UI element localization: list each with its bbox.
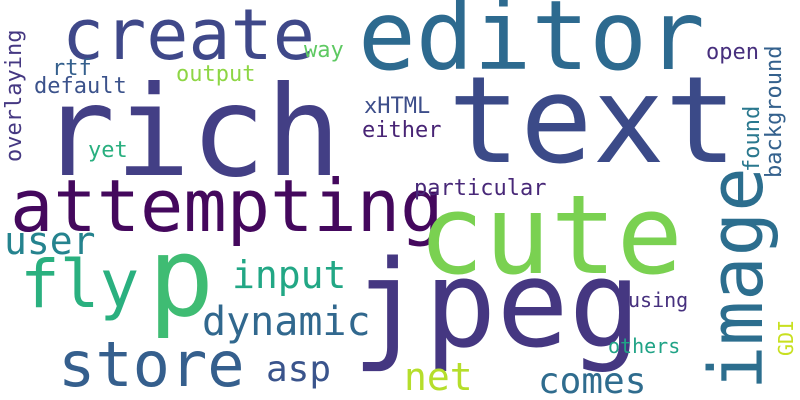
word-text: text — [448, 52, 737, 191]
word-store: store — [58, 328, 245, 400]
word-way: way — [304, 38, 344, 63]
word-rich: rich — [40, 60, 342, 205]
word-open: open — [706, 40, 759, 65]
word-xhtml: xHTML — [364, 94, 431, 119]
word-p: p — [148, 213, 215, 341]
word-particular: particular — [414, 176, 547, 201]
word-jpeg: jpeg — [352, 236, 641, 375]
word-gdi: GDI — [774, 319, 798, 356]
word-image: image — [694, 167, 780, 390]
word-overlaying: overlaying — [2, 29, 27, 162]
word-found: found — [740, 105, 765, 172]
word-attempting: attempting — [10, 164, 444, 248]
word-rtf: rtf — [52, 56, 92, 81]
word-asp: asp — [266, 349, 332, 390]
word-create: create — [62, 0, 315, 76]
word-comes: comes — [538, 361, 647, 400]
word-yet: yet — [88, 138, 128, 163]
word-background: background — [762, 45, 787, 178]
word-cute: cute — [418, 171, 683, 299]
word-either: either — [362, 118, 442, 143]
word-fly: fly — [20, 246, 140, 323]
word-default: default — [34, 74, 127, 99]
word-output: output — [176, 62, 256, 87]
word-others: others — [608, 334, 681, 358]
word-dynamic: dynamic — [202, 299, 371, 345]
word-input: input — [232, 253, 347, 297]
word-net: net — [404, 355, 473, 399]
word-using: using — [628, 288, 689, 312]
word-user: user — [4, 219, 96, 263]
word-editor: editor — [358, 0, 705, 92]
